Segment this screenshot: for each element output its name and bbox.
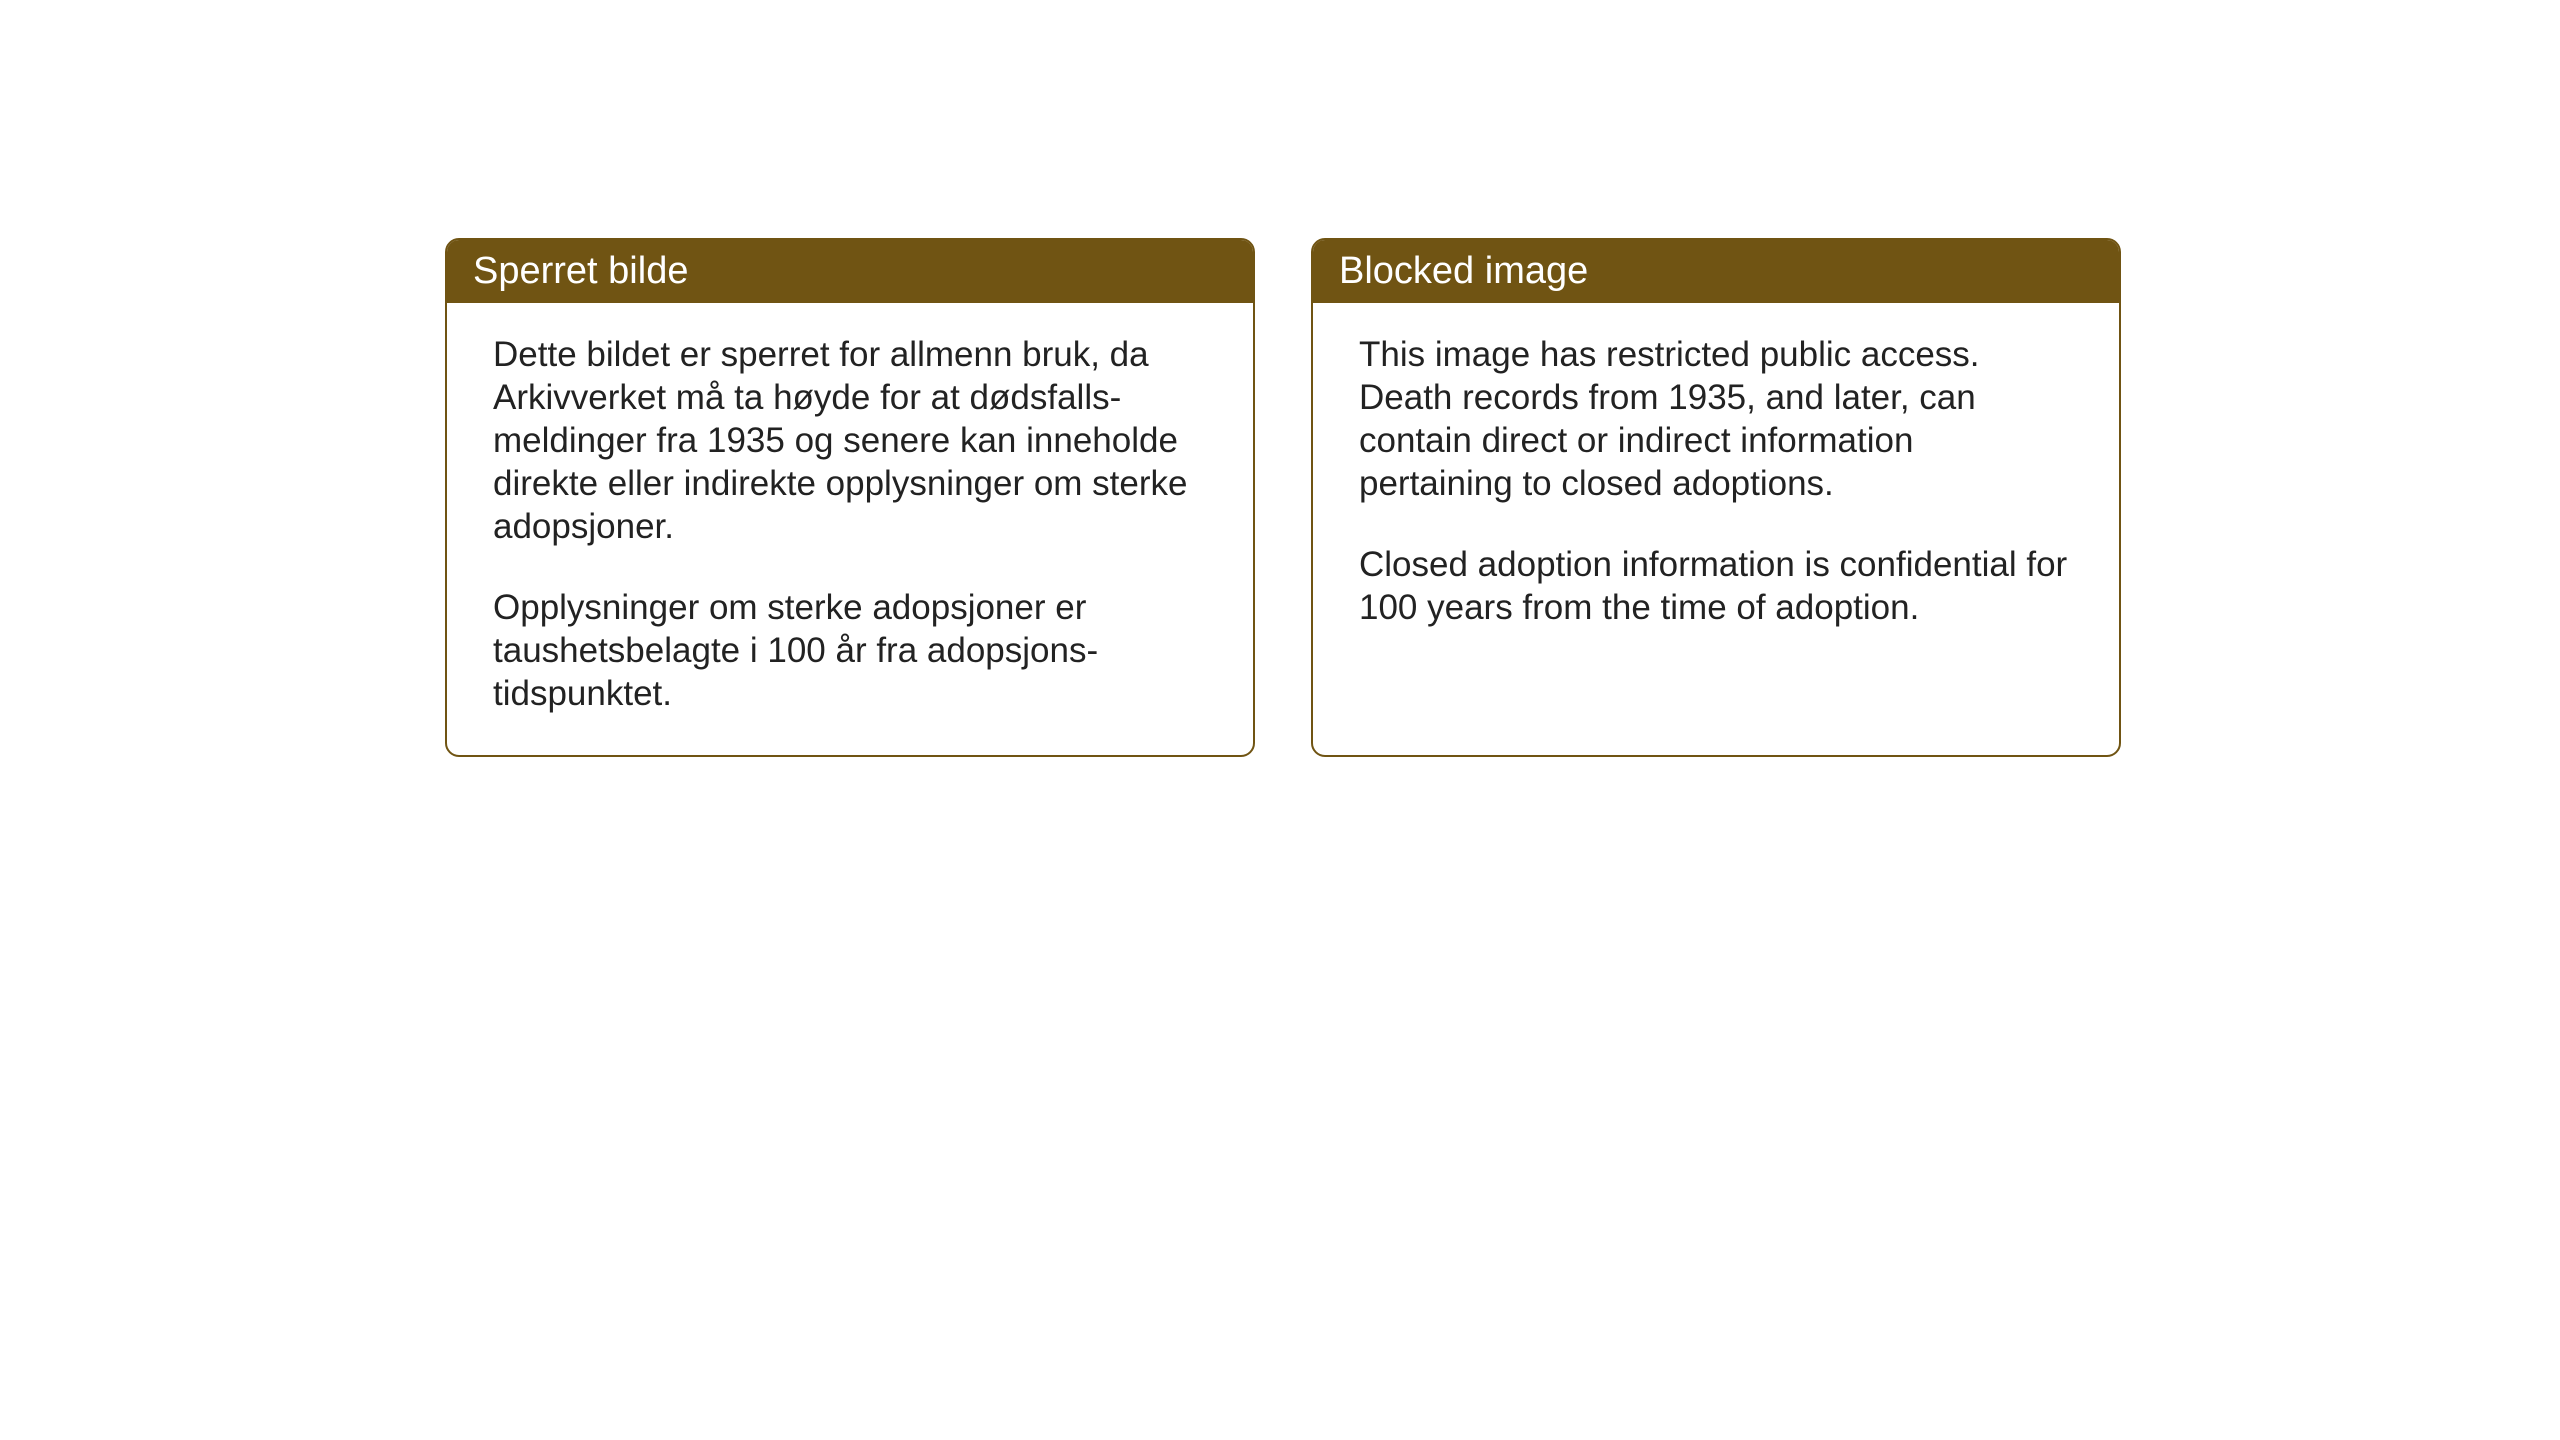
card-title-english: Blocked image	[1339, 250, 1588, 292]
card-body-norwegian: Dette bildet er sperret for allmenn bruk…	[447, 303, 1253, 755]
card-header-english: Blocked image	[1313, 240, 2119, 303]
card-header-norwegian: Sperret bilde	[447, 240, 1253, 303]
card-paragraph-2-norwegian: Opplysninger om sterke adopsjoner er tau…	[493, 586, 1207, 715]
notice-card-english: Blocked image This image has restricted …	[1311, 238, 2121, 757]
card-paragraph-1-norwegian: Dette bildet er sperret for allmenn bruk…	[493, 333, 1207, 548]
notice-container: Sperret bilde Dette bildet er sperret fo…	[445, 238, 2121, 757]
card-body-english: This image has restricted public access.…	[1313, 303, 2119, 669]
notice-card-norwegian: Sperret bilde Dette bildet er sperret fo…	[445, 238, 1255, 757]
card-paragraph-2-english: Closed adoption information is confident…	[1359, 543, 2073, 629]
card-title-norwegian: Sperret bilde	[473, 250, 688, 292]
card-paragraph-1-english: This image has restricted public access.…	[1359, 333, 2073, 505]
